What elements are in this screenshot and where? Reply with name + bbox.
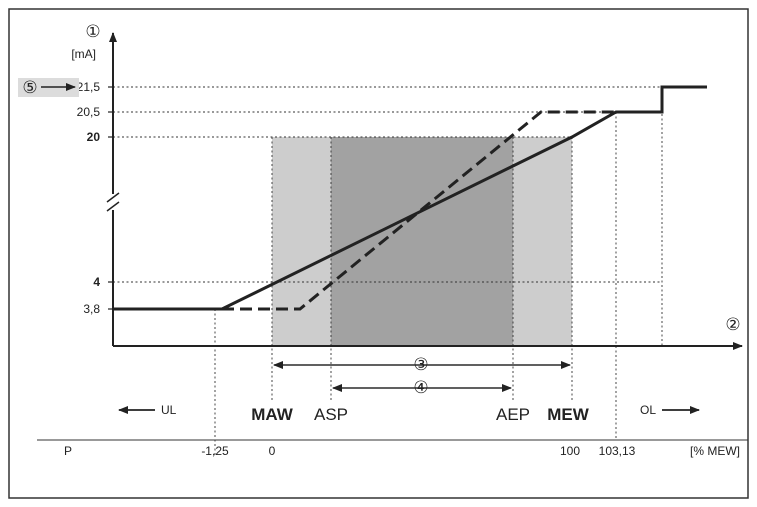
scale-value-103-13: 103,13 bbox=[599, 444, 636, 458]
scale-value-100: 100 bbox=[560, 444, 580, 458]
output-max-callout-number: ⑤ bbox=[22, 78, 37, 97]
maw-label: MAW bbox=[251, 405, 294, 424]
x-axis-callout: ② bbox=[725, 315, 740, 334]
mew-label: MEW bbox=[547, 405, 590, 424]
y-axis-unit: [mA] bbox=[71, 47, 96, 61]
horizontal-guides bbox=[113, 86, 662, 283]
y-tick-20: 20 bbox=[87, 130, 101, 144]
full-range-callout: ③ bbox=[413, 355, 428, 374]
scale-row-label: P bbox=[64, 444, 72, 458]
output-max-callout: ⑤ bbox=[18, 78, 79, 97]
ul-label: UL bbox=[161, 403, 177, 417]
y-tick-3-8: 3,8 bbox=[83, 302, 100, 316]
full-range-dimension: ③ bbox=[273, 355, 571, 374]
asp-label: ASP bbox=[314, 405, 348, 424]
y-tick-4: 4 bbox=[93, 275, 100, 289]
axis-break-mark bbox=[106, 192, 120, 212]
scaled-range-dimension: ④ bbox=[332, 378, 512, 397]
dashed-output-curve bbox=[222, 110, 616, 311]
scaled-range-callout: ④ bbox=[413, 378, 428, 397]
ol-label: OL bbox=[640, 403, 656, 417]
scale-value-minus-1-25: -1,25 bbox=[201, 444, 229, 458]
y-axis-callout: ① bbox=[85, 22, 100, 41]
y-tick-20-5: 20,5 bbox=[77, 105, 101, 119]
y-axis-ticks bbox=[108, 86, 113, 310]
y-tick-21-5: 21,5 bbox=[77, 80, 101, 94]
scale-unit: [% MEW] bbox=[690, 444, 740, 458]
scale-value-0: 0 bbox=[269, 444, 276, 458]
aep-label: AEP bbox=[496, 405, 530, 424]
vertical-guides bbox=[214, 87, 663, 455]
